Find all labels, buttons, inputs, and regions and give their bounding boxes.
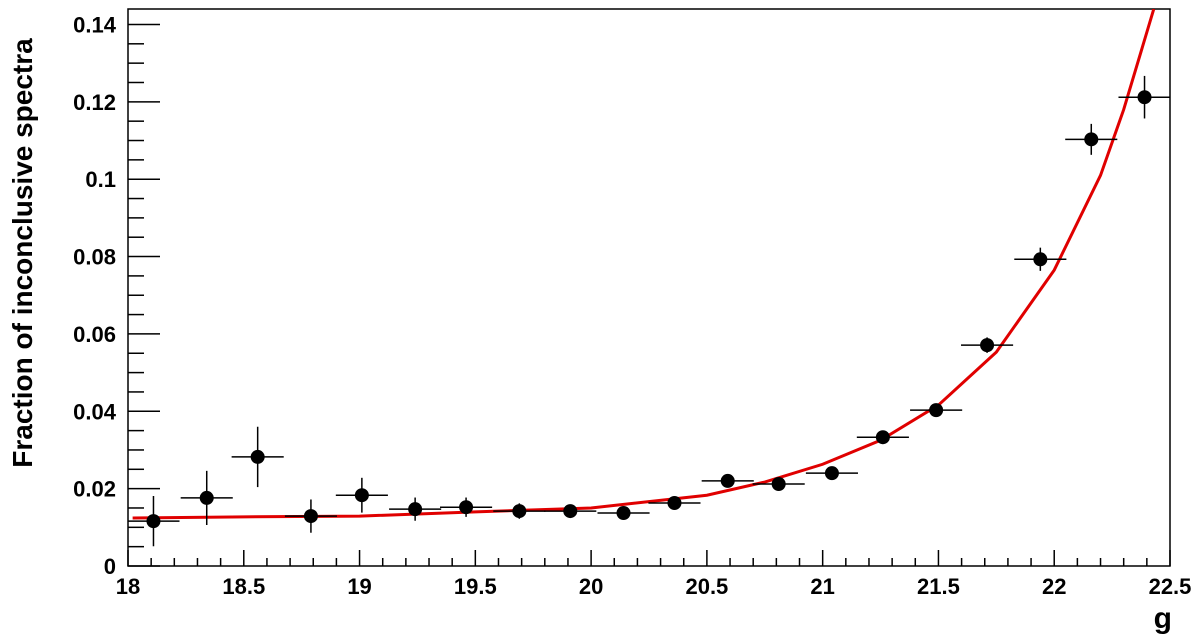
data-point (667, 495, 682, 510)
data-point (408, 502, 423, 517)
y-axis-label: Fraction of inconclusive spectra (7, 38, 38, 468)
data-point (199, 490, 214, 505)
data-point (1033, 252, 1048, 267)
y-tick-label: 0.04 (73, 399, 117, 424)
fit-curve (132, 9, 1156, 520)
plot-area (128, 9, 1170, 547)
x-tick-label: 20 (579, 574, 603, 599)
x-tick-label: 22 (1042, 574, 1066, 599)
x-tick-label: 21.5 (917, 574, 960, 599)
data-point (459, 500, 474, 515)
data-point (875, 430, 890, 445)
data-point (303, 509, 318, 524)
y-tick-label: 0.14 (73, 12, 117, 37)
y-tick-label: 0.06 (73, 322, 116, 347)
plot-frame (127, 8, 1171, 567)
data-point (563, 504, 578, 519)
data-point (512, 504, 527, 519)
y-tick-label: 0.1 (85, 167, 116, 192)
y-tick-label: 0.02 (73, 477, 116, 502)
data-point (929, 403, 944, 418)
data-point (1137, 90, 1152, 105)
x-tick-label: 22.5 (1149, 574, 1192, 599)
data-point (824, 466, 839, 481)
x-tick-label: 19 (347, 574, 371, 599)
data-point (146, 514, 161, 529)
x-tick-label: 19.5 (454, 574, 497, 599)
y-tick-label: 0 (104, 554, 116, 579)
x-tick-label: 18 (116, 574, 140, 599)
data-point (250, 449, 265, 464)
x-axis-label: g (1154, 602, 1172, 635)
data-point (720, 473, 735, 488)
data-point (980, 338, 995, 353)
x-tick-label: 21 (810, 574, 834, 599)
data-point (354, 488, 369, 503)
y-tick-label: 0.08 (73, 245, 116, 270)
data-point (616, 506, 631, 521)
data-point (1084, 132, 1099, 147)
data-point (771, 476, 786, 491)
x-tick-label: 20.5 (685, 574, 728, 599)
y-tick-label: 0.12 (73, 90, 116, 115)
x-tick-label: 18.5 (222, 574, 265, 599)
